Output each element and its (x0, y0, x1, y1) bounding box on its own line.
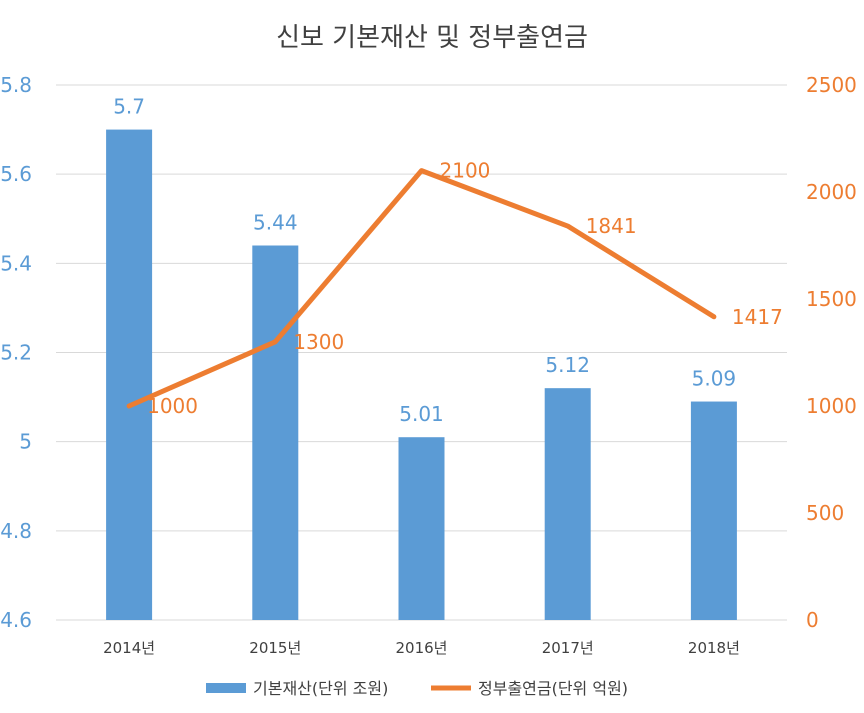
line-point (273, 339, 278, 344)
line-data-label: 1300 (293, 330, 344, 354)
right-axis-tick-label: 500 (806, 501, 844, 525)
x-axis-tick-label: 2016년 (396, 639, 448, 657)
x-axis-labels: 2014년 2015년 2016년 2017년 2018년 (103, 639, 740, 657)
left-axis-tick-label: 5.2 (0, 341, 32, 365)
bar-data-label: 5.09 (692, 367, 737, 391)
right-axis-ticks: 0 500 1000 1500 2000 2500 (806, 73, 857, 632)
x-axis-tick-label: 2014년 (103, 639, 155, 657)
legend-swatch-bar (206, 683, 246, 693)
left-axis-tick-label: 5 (19, 430, 32, 454)
line-series (126, 168, 717, 409)
line-data-labels: 1000 1300 2100 1841 1417 (147, 159, 783, 418)
left-axis-ticks: 4.6 4.8 5 5.2 5.4 5.6 5.8 (0, 73, 32, 632)
legend-label: 정부출연금(단위 억원) (478, 679, 628, 698)
bar (544, 388, 591, 620)
left-axis-tick-label: 4.6 (0, 608, 32, 632)
bar-data-label: 5.01 (399, 402, 444, 426)
right-axis-tick-label: 1000 (806, 394, 857, 418)
right-axis-tick-label: 1500 (806, 287, 857, 311)
bar-data-label: 5.44 (253, 211, 298, 235)
right-axis-tick-label: 2500 (806, 73, 857, 97)
line-data-label: 1417 (732, 305, 783, 329)
bar-data-labels: 5.7 5.44 5.01 5.12 5.09 (113, 95, 736, 427)
left-axis-tick-label: 5.4 (0, 251, 32, 275)
bar (106, 129, 153, 621)
left-axis-tick-label: 4.8 (0, 519, 32, 543)
line-path (126, 168, 717, 409)
line-point (127, 404, 132, 408)
line-point (565, 224, 570, 229)
legend: 기본재산(단위 조원) 정부출연금(단위 억원) (206, 679, 628, 698)
line-point (711, 314, 716, 319)
line-data-label: 2100 (440, 159, 491, 183)
bar (252, 245, 299, 620)
x-axis-tick-label: 2015년 (249, 639, 301, 657)
left-axis-tick-label: 5.8 (0, 73, 32, 97)
line-data-label: 1841 (586, 214, 637, 238)
x-axis-tick-label: 2018년 (688, 639, 740, 657)
bar (398, 437, 445, 620)
legend-label: 기본재산(단위 조원) (253, 679, 388, 698)
line-data-label: 1000 (147, 394, 198, 418)
right-axis-tick-label: 0 (806, 608, 819, 632)
left-axis-tick-label: 5.6 (0, 162, 32, 186)
line-point (419, 168, 424, 173)
x-axis-tick-label: 2017년 (542, 639, 594, 657)
bar-data-label: 5.7 (113, 95, 145, 119)
bar (690, 401, 737, 620)
bar-data-label: 5.12 (545, 353, 590, 377)
right-axis-tick-label: 2000 (806, 180, 857, 204)
bar-series (106, 129, 737, 621)
chart-title: 신보 기본재산 및 정부출연금 (276, 23, 588, 53)
